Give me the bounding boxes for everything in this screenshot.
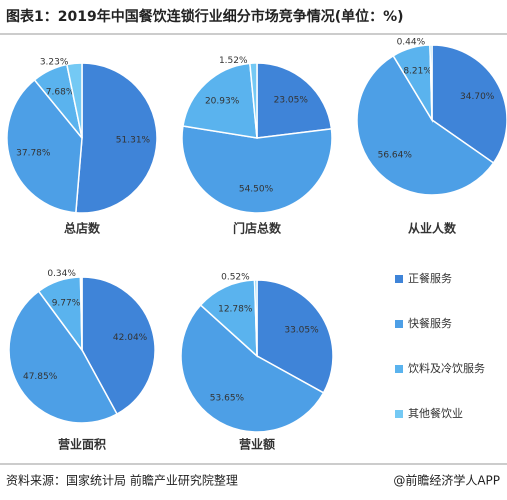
pie-slice: [249, 62, 258, 139]
brand: @前瞻经济学人APP: [393, 473, 500, 488]
value-label: 1.52%: [219, 56, 248, 66]
pie-slice: [8, 290, 119, 424]
pie-title: 从业人数: [408, 221, 457, 236]
legend-label: 快餐服务: [408, 316, 452, 330]
chart-title: 图表1：2019年中国餐饮连锁行业细分市场竞争情况(单位：%): [6, 8, 404, 25]
value-label: 20.93%: [205, 96, 240, 106]
pie-title: 门店总数: [233, 221, 282, 236]
value-label: 0.44%: [397, 37, 426, 47]
value-label: 7.68%: [46, 87, 75, 97]
pie-slice: [81, 276, 156, 416]
pie-slice: [431, 44, 507, 164]
legend-swatch: [395, 410, 403, 418]
pie-slice: [253, 279, 258, 357]
pie-slice: [79, 276, 83, 351]
value-label: 9.77%: [52, 299, 81, 309]
pie-slice: [199, 279, 258, 358]
legend-swatch: [395, 320, 403, 328]
value-label: 33.05%: [284, 325, 319, 335]
value-label: 0.34%: [47, 269, 76, 279]
value-label: 37.78%: [16, 149, 51, 159]
value-label: 3.23%: [40, 57, 69, 67]
pie-slice: [356, 54, 495, 196]
legend-label: 正餐服务: [408, 271, 452, 285]
value-label: 47.85%: [23, 372, 58, 382]
pie-title: 营业面积: [58, 437, 106, 452]
pie-slice: [65, 62, 83, 139]
legend-swatch: [395, 275, 403, 283]
value-label: 51.31%: [116, 136, 151, 146]
value-label: 42.04%: [113, 333, 148, 343]
pie-slice: [256, 279, 334, 394]
pie-slice: [75, 62, 158, 214]
pie-slice: [256, 62, 333, 139]
pie-slice: [182, 62, 258, 139]
legend-label: 其他餐饮业: [408, 406, 463, 420]
pie-slice: [429, 44, 433, 121]
value-label: 0.52%: [221, 272, 250, 282]
source: 资料来源：国家统计局 前瞻产业研究院整理: [6, 473, 238, 488]
pie-title: 营业额: [239, 437, 275, 452]
legend-swatch: [395, 365, 403, 373]
value-label: 56.64%: [378, 150, 413, 160]
value-label: 8.21%: [403, 67, 432, 77]
pie-slice: [180, 303, 325, 433]
pie-title: 总店数: [64, 221, 101, 236]
legend-label: 饮料及冷饮服务: [408, 361, 485, 375]
value-label: 53.65%: [210, 394, 245, 404]
value-label: 34.70%: [460, 92, 495, 102]
pie-slice: [6, 78, 83, 214]
value-label: 23.05%: [274, 95, 309, 105]
value-label: 54.50%: [239, 184, 274, 194]
value-label: 12.78%: [218, 305, 253, 315]
pie-slice: [181, 125, 333, 214]
